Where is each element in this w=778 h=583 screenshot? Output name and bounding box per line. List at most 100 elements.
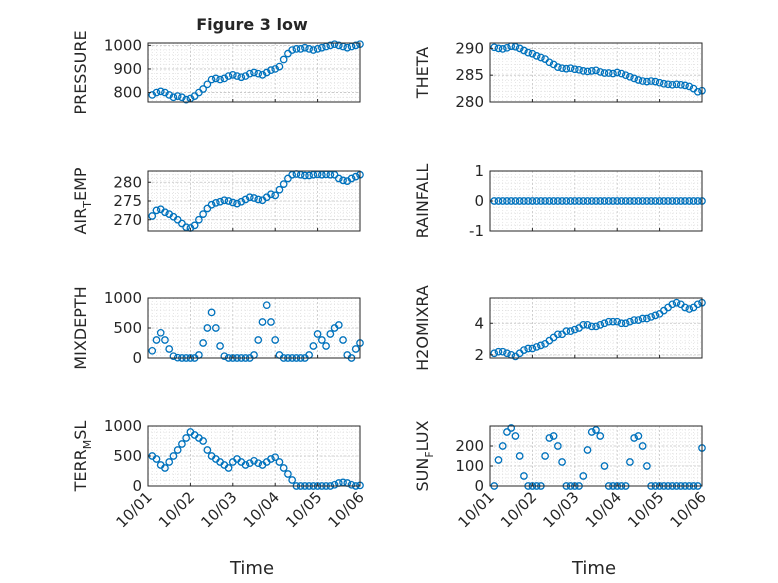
data-point <box>532 343 541 351</box>
data-point <box>494 347 503 356</box>
y-tick-label: 0 <box>474 477 484 495</box>
data-point <box>681 197 689 205</box>
data-point <box>148 346 157 355</box>
data-point <box>279 55 288 64</box>
data-point <box>570 197 579 205</box>
y-axis-label: MIXDEPTH <box>71 286 90 369</box>
data-point <box>600 197 609 205</box>
data-point <box>638 77 647 85</box>
data-point <box>604 69 613 77</box>
x-tick-label: 10/02 <box>155 488 198 531</box>
y-tick-label: 0 <box>132 477 142 495</box>
data-point <box>271 336 280 344</box>
data-point <box>562 197 571 205</box>
y-tick-label: 280 <box>455 93 484 111</box>
x-axis-label-left: Time <box>229 558 274 579</box>
data-point <box>520 346 528 354</box>
data-point <box>220 74 229 83</box>
subplot-5: 0 500 1000 MIXDEPTH <box>71 286 364 370</box>
data-point <box>537 53 545 62</box>
data-point <box>178 440 186 448</box>
data-point <box>228 71 237 79</box>
data-point <box>288 476 297 484</box>
data-point <box>515 44 524 53</box>
y-axis-label: TERRMSL <box>71 421 94 493</box>
data-point <box>254 336 263 344</box>
data-point <box>553 197 562 205</box>
data-point <box>351 172 360 181</box>
y-tick-label: 280 <box>113 173 142 191</box>
data-point <box>515 452 524 460</box>
y-tick-label: 900 <box>113 60 142 78</box>
data-point <box>621 197 630 205</box>
data-point <box>668 197 677 205</box>
data-point <box>511 432 520 440</box>
data-point <box>503 428 511 436</box>
data-point <box>537 197 545 205</box>
data-point <box>553 442 562 450</box>
data-point <box>199 85 207 93</box>
data-point <box>676 80 685 89</box>
data-point <box>245 459 254 468</box>
data-point <box>613 68 622 77</box>
data-point <box>190 221 199 230</box>
data-point <box>693 87 702 96</box>
data-point <box>339 176 347 185</box>
subplot-4: -1 0 1 RAINFALL <box>413 162 706 240</box>
data-point <box>317 336 326 344</box>
data-point <box>498 347 507 356</box>
data-point <box>330 480 339 489</box>
data-point <box>211 74 220 83</box>
data-point <box>643 314 651 323</box>
y-tick-label: 270 <box>113 211 142 229</box>
data-point <box>165 345 174 353</box>
data-point <box>301 171 309 180</box>
axes-box <box>489 42 703 103</box>
y-tick-label: 275 <box>113 192 142 210</box>
data-point <box>541 452 549 460</box>
data-point <box>600 69 609 77</box>
axes-box <box>489 297 703 359</box>
y-axis-label: RAINFALL <box>413 164 432 239</box>
data-point <box>267 190 275 199</box>
data-point <box>254 69 263 78</box>
data-point <box>626 72 634 81</box>
data-point <box>296 170 305 179</box>
data-point <box>575 65 583 74</box>
data-point <box>203 80 212 89</box>
data-point <box>587 197 596 205</box>
data-point <box>604 317 613 326</box>
data-point <box>279 180 288 188</box>
data-point <box>173 215 182 224</box>
data-point <box>609 69 617 78</box>
data-point <box>630 197 639 205</box>
data-point <box>250 194 258 202</box>
data-point <box>545 434 554 442</box>
data-point <box>195 215 203 224</box>
data-point <box>693 300 702 309</box>
data-point <box>553 63 562 71</box>
data-point <box>575 197 583 205</box>
data-point <box>617 197 626 205</box>
subplot-1: 800 900 1000 PRESSURE <box>71 30 364 115</box>
data-point <box>211 324 220 332</box>
data-point <box>634 197 643 205</box>
data-point <box>528 49 537 58</box>
data-point <box>334 41 343 50</box>
data-point <box>326 330 335 338</box>
data-point <box>224 464 233 472</box>
data-point <box>532 197 541 205</box>
data-point <box>490 43 499 52</box>
x-tick-label: 10/02 <box>497 488 540 531</box>
data-point <box>600 462 609 470</box>
y-axis-label: PRESSURE <box>71 30 90 114</box>
data-point <box>498 197 507 205</box>
data-point <box>651 311 660 320</box>
data-point <box>245 69 254 78</box>
data-point <box>617 319 626 328</box>
data-point <box>549 197 558 205</box>
y-tick-label: 500 <box>113 319 142 337</box>
y-tick-label: 285 <box>455 66 484 84</box>
y-tick-label: 800 <box>113 84 142 102</box>
data-point <box>545 197 554 205</box>
